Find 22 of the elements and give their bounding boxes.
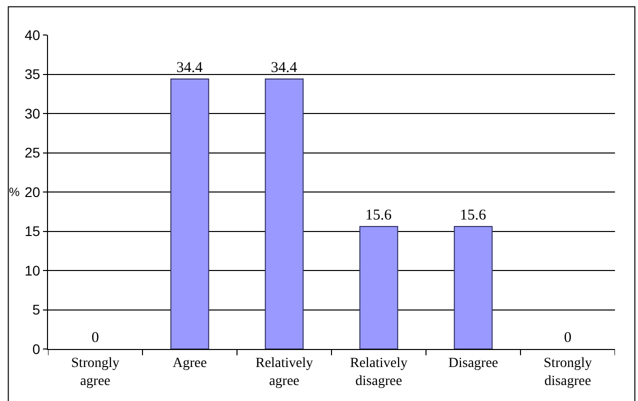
- y-tick-label: 15: [24, 223, 40, 240]
- data-label: 34.4: [176, 60, 204, 76]
- y-tick-label: 10: [24, 262, 40, 278]
- y-tick-label: 20: [24, 184, 40, 200]
- data-label: 15.6: [460, 208, 487, 224]
- data-label: 0: [92, 330, 99, 346]
- y-tick-label: 30: [24, 105, 40, 122]
- x-tick-label: Strongly agree: [71, 356, 120, 389]
- y-tick-label: 0: [32, 340, 40, 357]
- y-tick-label: 25: [24, 144, 40, 161]
- data-label: 0: [564, 330, 572, 346]
- data-label: 15.6: [365, 208, 392, 224]
- data-label: 34.4: [270, 60, 298, 76]
- y-tick-label: 40: [24, 26, 40, 43]
- x-tick-label: Strongly disagree: [544, 356, 592, 389]
- y-axis-title: %: [9, 185, 20, 199]
- x-tick-label: Agree: [172, 356, 207, 371]
- y-tick-label: 35: [24, 66, 40, 82]
- y-tick-label: 5: [32, 302, 40, 318]
- x-tick-label: Disagree: [448, 356, 498, 371]
- x-tick-label: Relatively agree: [255, 356, 314, 389]
- x-tick-label: Relatively disagree: [350, 356, 408, 389]
